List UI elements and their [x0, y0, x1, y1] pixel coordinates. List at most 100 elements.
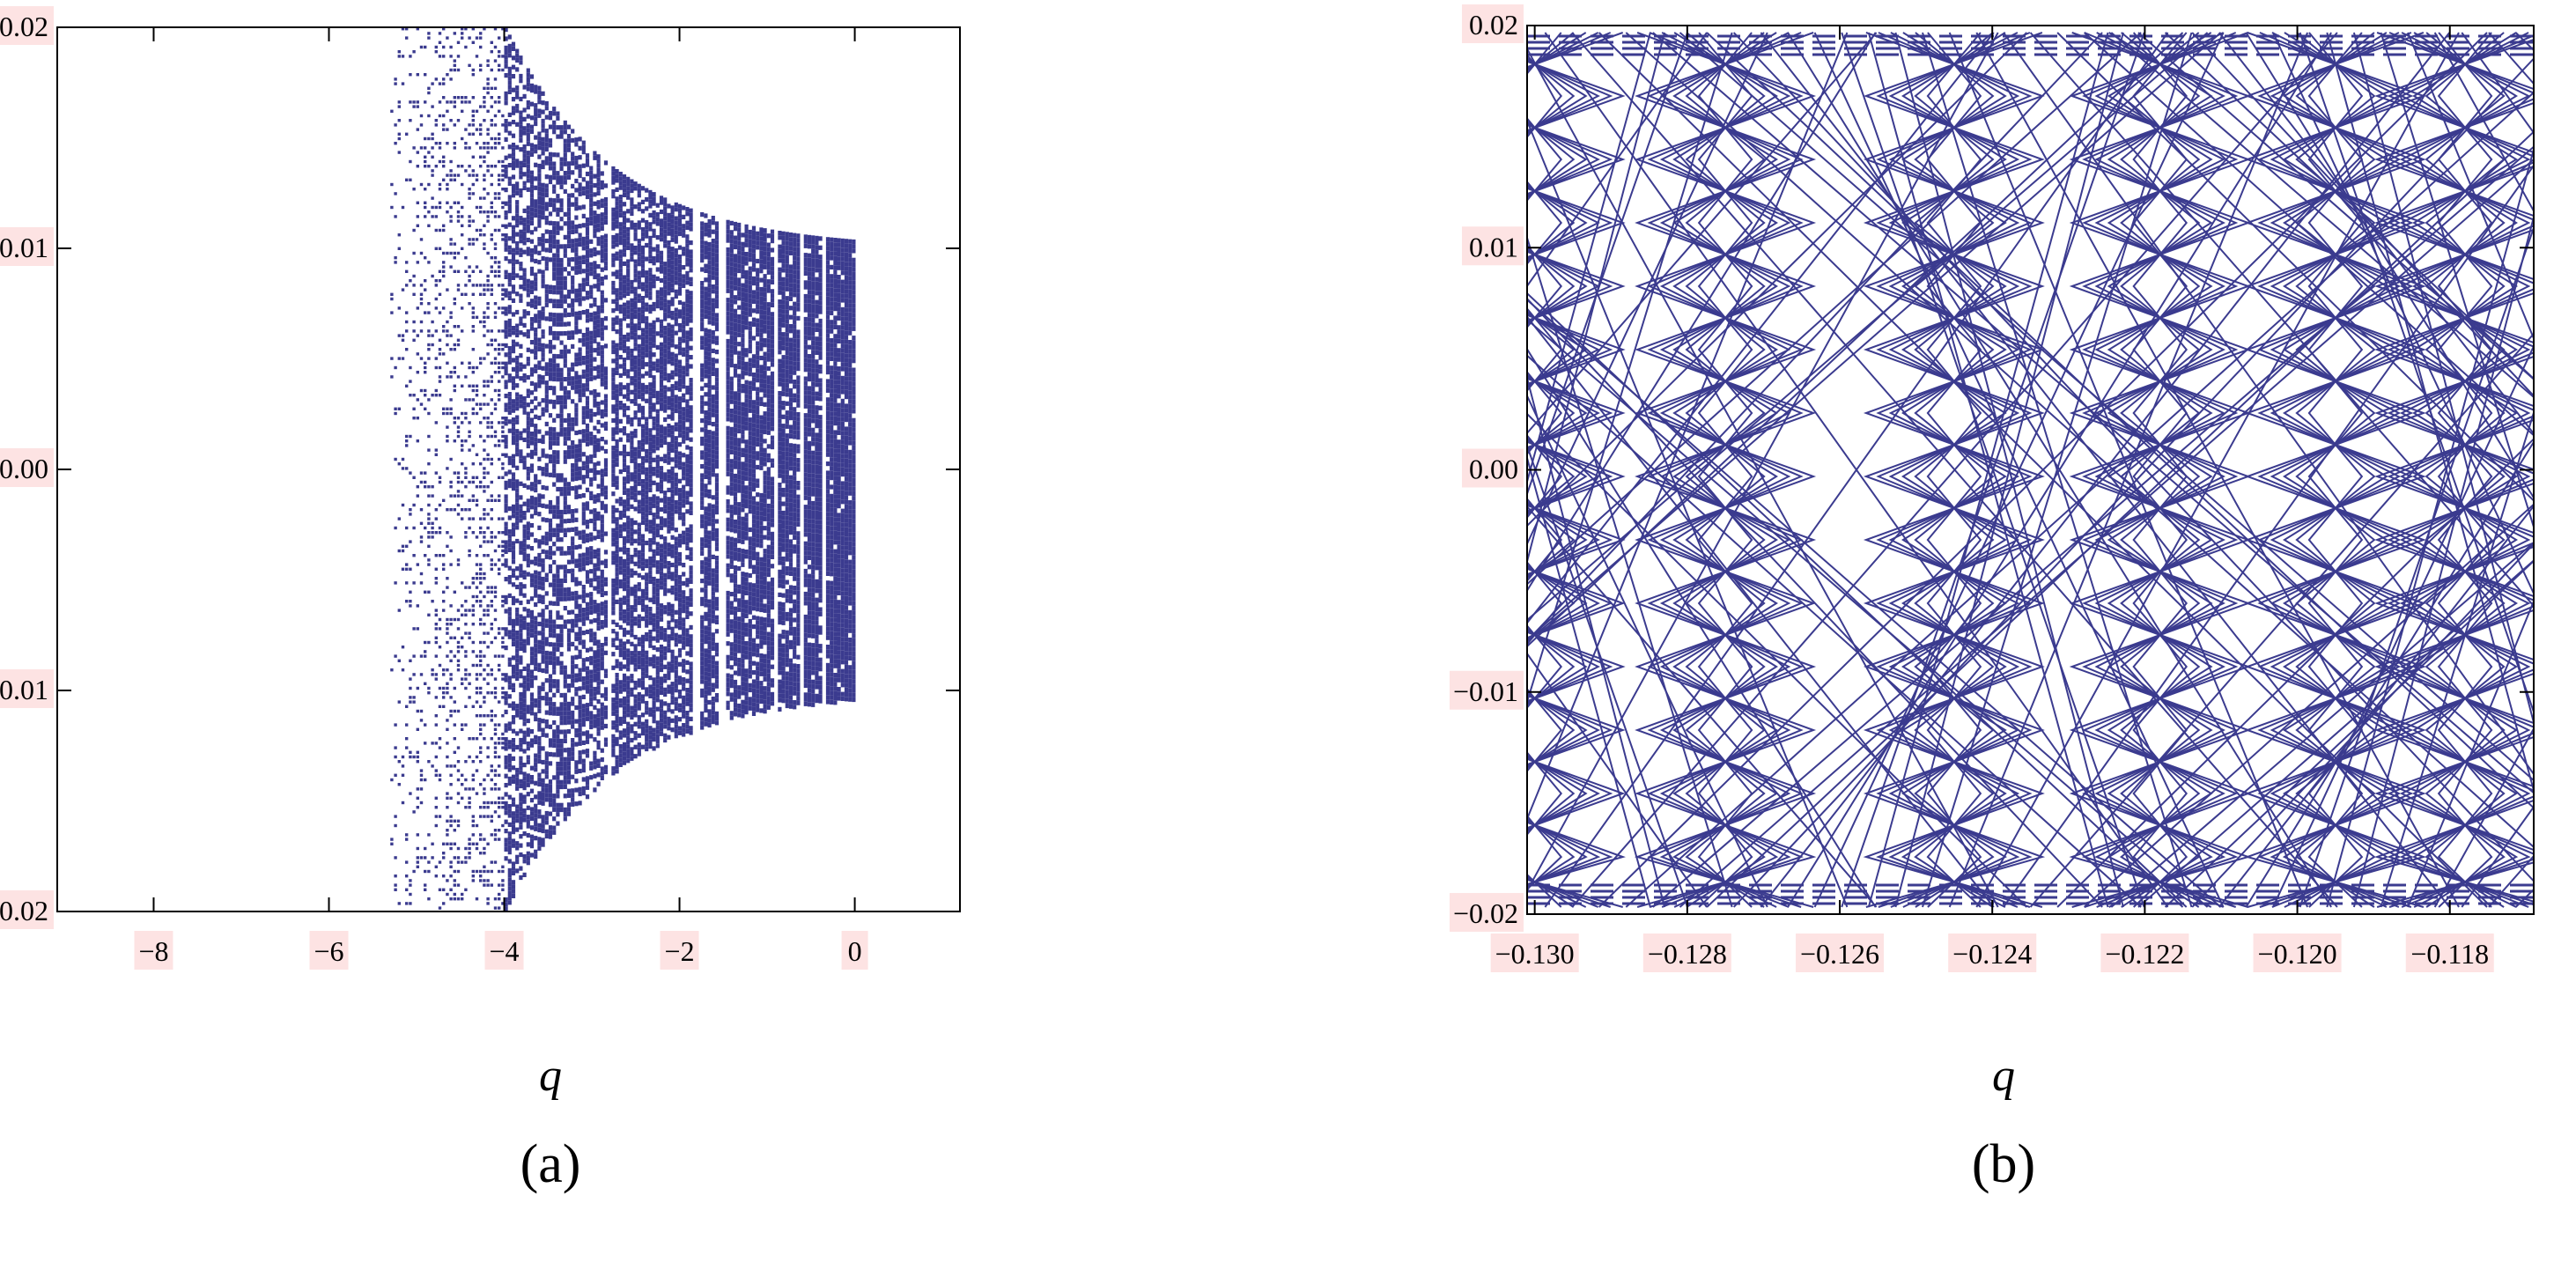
data-point: [585, 432, 590, 438]
data-point: [611, 619, 616, 624]
data-point: [552, 798, 557, 803]
data-point: [544, 668, 549, 674]
data-point: [529, 271, 535, 277]
data-point: [427, 343, 431, 347]
data-point: [611, 601, 616, 607]
data-point: [537, 269, 542, 274]
data-point: [456, 434, 461, 439]
data-point: [424, 137, 427, 141]
data-point: [534, 739, 538, 745]
data-point: [507, 323, 512, 328]
data-point: [581, 479, 586, 484]
data-point: [526, 128, 530, 133]
data-point: [504, 27, 508, 33]
data-point: [548, 362, 553, 368]
data-point: [541, 622, 545, 628]
data-point: [585, 794, 590, 800]
data-point: [511, 431, 516, 436]
data-point: [475, 109, 479, 113]
data-point: [534, 112, 538, 117]
data-point: [600, 506, 604, 511]
data-point: [559, 624, 564, 630]
data-point: [600, 712, 604, 717]
data-point: [529, 321, 535, 327]
data-point: [498, 906, 501, 910]
data-point: [419, 182, 424, 187]
data-point: [498, 159, 501, 164]
data-point: [511, 252, 516, 257]
data-point: [589, 655, 594, 661]
data-point: [593, 764, 597, 770]
data-point: [626, 552, 631, 557]
data-point: [537, 718, 542, 723]
data-point: [537, 260, 542, 265]
data-point: [566, 761, 572, 766]
data-point: [504, 274, 508, 279]
data-point: [522, 854, 527, 860]
data-point: [519, 110, 523, 115]
data-point: [498, 132, 501, 136]
data-point: [526, 503, 530, 508]
data-point: [600, 587, 604, 593]
data-point: [522, 240, 527, 246]
data-point: [468, 448, 471, 452]
data-point: [611, 752, 616, 757]
data-point: [522, 557, 527, 562]
data-point: [479, 421, 483, 424]
data-point: [449, 636, 453, 639]
data-point: [548, 179, 553, 185]
data-point: [556, 505, 560, 510]
data-point: [526, 151, 530, 156]
data-point: [501, 540, 505, 543]
data-point: [640, 461, 646, 466]
data-point: [519, 801, 523, 807]
data-point: [630, 220, 634, 225]
data-point: [581, 144, 586, 150]
data-point: [537, 337, 542, 343]
data-point: [596, 566, 601, 572]
data-point: [493, 783, 498, 786]
data-point: [534, 570, 538, 575]
data-point: [427, 558, 431, 562]
data-point: [571, 266, 575, 271]
data-point: [566, 674, 572, 679]
data-point: [615, 677, 619, 683]
data-point: [449, 169, 453, 173]
data-point: [507, 355, 512, 360]
data-point: [446, 806, 449, 809]
data-point: [511, 824, 516, 830]
data-point: [442, 96, 446, 100]
data-point: [504, 696, 508, 701]
data-point: [637, 279, 641, 285]
data-point: [490, 531, 493, 535]
data-point: [483, 105, 486, 108]
data-point: [511, 513, 516, 519]
data-point: [566, 257, 572, 262]
data-point: [630, 674, 634, 679]
data-point: [526, 411, 530, 417]
data-point: [618, 249, 623, 255]
data-point: [449, 411, 453, 416]
data-point: [581, 612, 586, 617]
data-point: [483, 714, 486, 718]
data-point: [578, 649, 582, 654]
data-point: [633, 621, 638, 626]
data-point: [600, 514, 604, 520]
data-point: [637, 225, 641, 230]
data-point: [563, 665, 567, 670]
data-point: [511, 229, 516, 234]
data-point: [424, 856, 427, 860]
data-point: [593, 705, 597, 710]
data-point: [596, 602, 601, 608]
data-point: [563, 793, 567, 799]
data-point: [479, 659, 483, 662]
data-point: [504, 540, 508, 545]
data-point: [548, 683, 553, 689]
data-point: [394, 192, 397, 196]
data-point: [559, 528, 564, 533]
data-point: [626, 740, 631, 745]
data-point: [507, 199, 512, 204]
data-point: [529, 609, 535, 615]
data-point: [615, 315, 619, 321]
data-point: [483, 334, 486, 337]
